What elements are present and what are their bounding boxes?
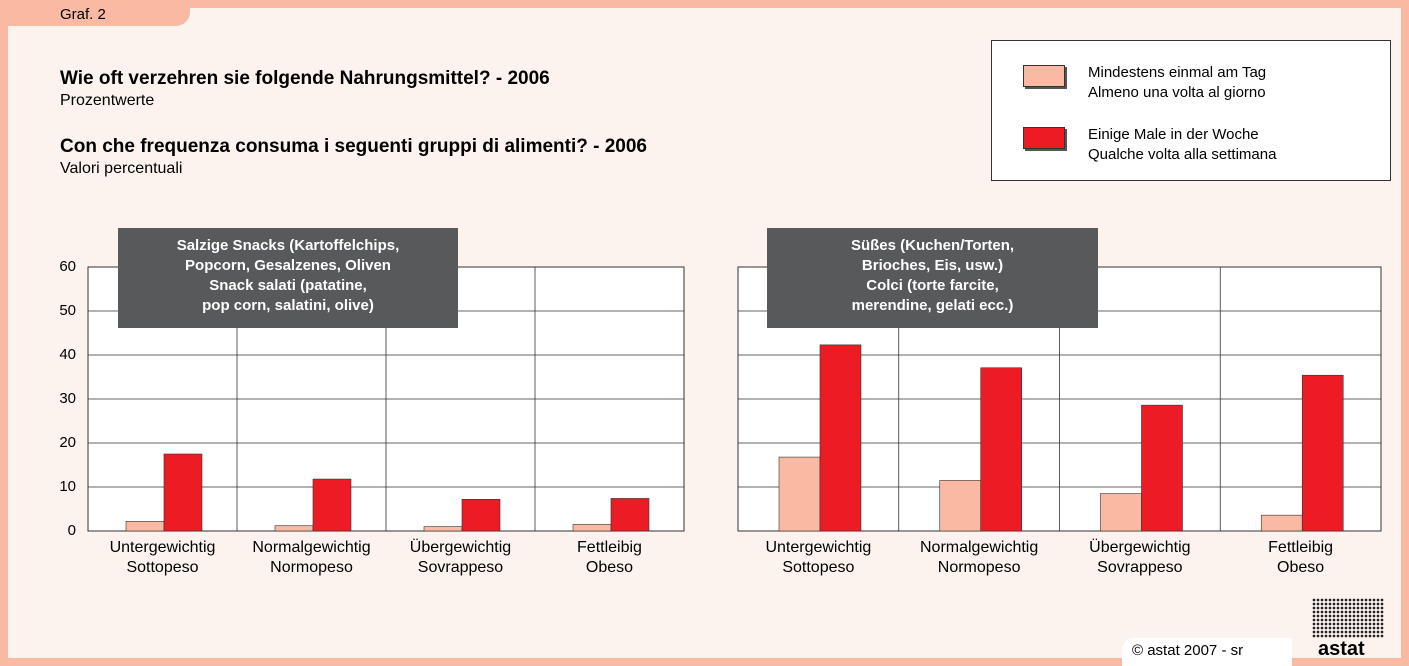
legend-swatch: [1023, 127, 1065, 149]
tab: Graf. 2: [0, 0, 190, 26]
chart-title: Salzige Snacks (Kartoffelchips, Popcorn,…: [118, 228, 458, 328]
x-tick-label: Übergewichtig Sovrappeso: [1089, 539, 1191, 576]
bar: [312, 478, 352, 532]
x-tick-label: Untergewichtig Sottopeso: [109, 539, 216, 576]
bar: [423, 526, 463, 532]
title: Con che frequenza consuma i seguenti gru…: [60, 136, 647, 157]
y-tick-label: 0: [68, 522, 76, 539]
bar: [1301, 374, 1344, 532]
x-tick-label: Übergewichtig Sovrappeso: [409, 539, 512, 576]
bar: [274, 525, 314, 532]
y-tick-label: 60: [59, 258, 76, 275]
bar: [610, 498, 650, 532]
legend: Mindestens einmal am Tag Almeno una volt…: [991, 40, 1391, 181]
bar: [980, 367, 1023, 532]
bar: [939, 480, 982, 532]
chart-title: Süßes (Kuchen/Torten, Brioches, Eis, usw…: [767, 228, 1098, 328]
credit: © astat 2007 - sr: [1122, 638, 1292, 666]
bar: [125, 521, 165, 532]
bar: [572, 524, 612, 532]
x-tick-label: Untergewichtig Sottopeso: [765, 539, 872, 576]
title: Wie oft verzehren sie folgende Nahrungsm…: [60, 68, 550, 89]
bar: [819, 344, 862, 532]
bar: [163, 453, 203, 532]
x-tick-label: Fettleibig Obeso: [1268, 539, 1334, 576]
bar: [1260, 514, 1303, 532]
x-tick-label: Normalgewichtig Normopeso: [252, 539, 371, 576]
bar: [1141, 404, 1183, 532]
bar: [778, 456, 821, 532]
logo: astat: [1318, 638, 1365, 660]
y-tick-label: 10: [59, 478, 76, 495]
subtitle: Valori percentuali: [60, 160, 183, 177]
legend-label: Einige Male in der Woche Qualche volta a…: [1088, 126, 1277, 163]
bar: [461, 499, 501, 532]
subtitle: Prozentwerte: [60, 92, 155, 109]
y-tick-label: 40: [59, 346, 76, 363]
y-tick-label: 50: [59, 302, 76, 319]
x-tick-label: Normalgewichtig Normopeso: [919, 539, 1039, 576]
y-tick-label: 20: [59, 434, 76, 451]
x-tick-label: Fettleibig Obeso: [577, 539, 642, 576]
y-tick-label: 30: [59, 390, 76, 407]
legend-label: Mindestens einmal am Tag Almeno una volt…: [1088, 64, 1267, 101]
legend-swatch: [1023, 65, 1065, 87]
bar: [1100, 493, 1142, 532]
logo-mark: [1312, 598, 1384, 638]
